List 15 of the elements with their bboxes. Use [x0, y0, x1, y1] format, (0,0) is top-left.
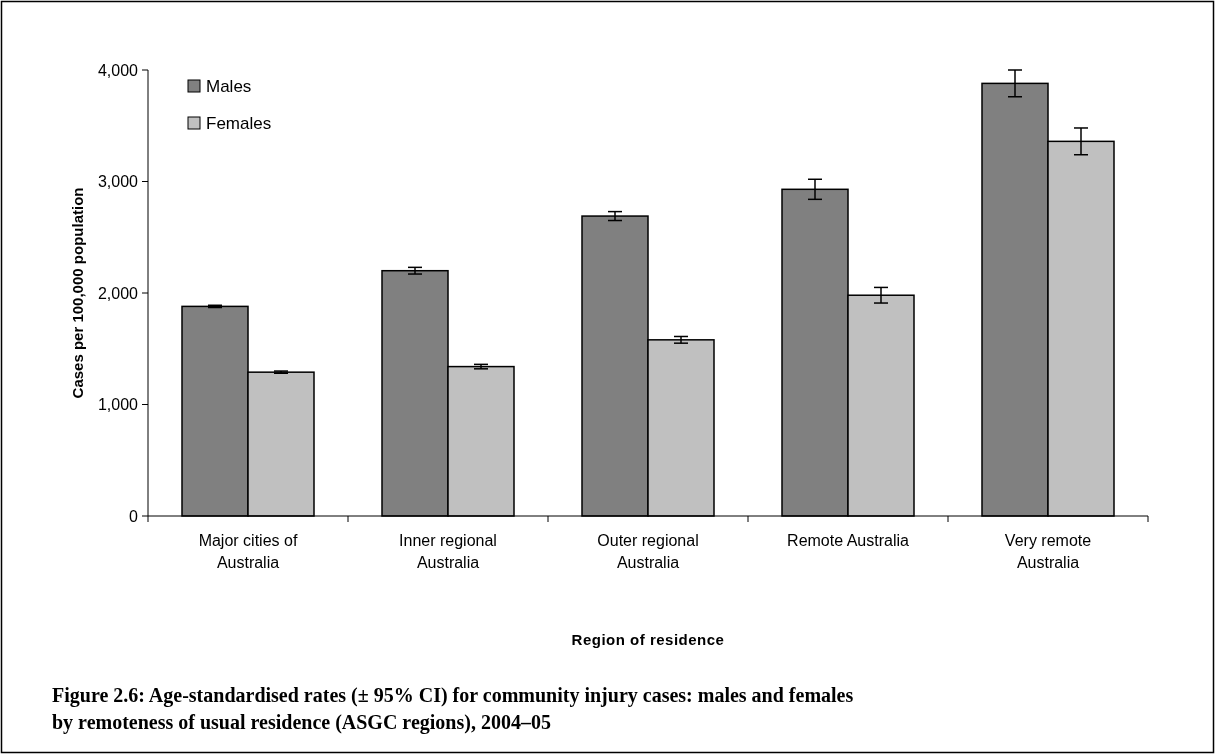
- y-axis-title: Cases per 100,000 population: [69, 187, 86, 399]
- text: Figure 2.6: Age-standardised rates (± 95% CI) for community injury cases: males and females by remoteness of usual residence (ASGC regions), 2004–05: [52, 684, 854, 734]
- x-tick-label: Outer regional Australia: [597, 532, 699, 571]
- y-tick-label: 4,000: [97, 61, 139, 79]
- y-tick-label: 2,000: [97, 284, 139, 302]
- x-tick-label: Remote Australia: [787, 532, 910, 549]
- x-tick-label: Major cities of Australia: [198, 532, 298, 571]
- x-axis-title: Region of residence: [571, 631, 725, 648]
- x-tick-label: Inner regional Australia: [399, 532, 497, 571]
- legend-label: Males: [206, 76, 252, 96]
- y-tick-label: 0: [129, 507, 139, 525]
- y-tick-label: 3,000: [97, 173, 139, 191]
- legend-label: Females: [206, 113, 272, 133]
- x-tick-label: Very remote Australia: [1004, 532, 1092, 571]
- y-tick-label: 1,000: [97, 396, 139, 414]
